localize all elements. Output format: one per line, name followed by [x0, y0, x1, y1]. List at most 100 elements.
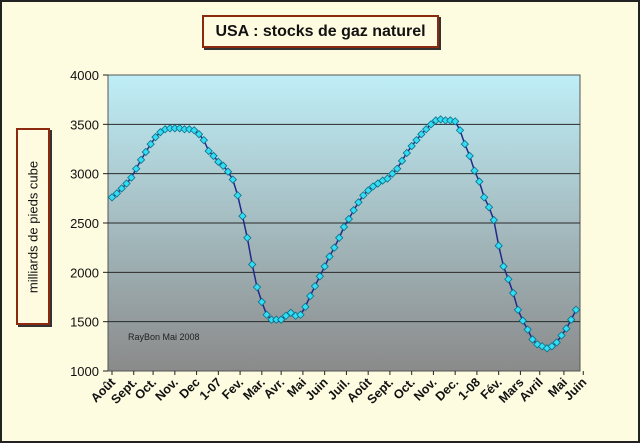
y-tick-label: 3500: [70, 117, 99, 132]
data-point: [243, 233, 252, 242]
data-point: [199, 135, 208, 145]
data-point: [354, 198, 363, 207]
data-point: [489, 215, 498, 225]
data-point: [335, 233, 344, 242]
data-point: [533, 340, 542, 349]
data-point: [455, 126, 465, 135]
data-point: [219, 161, 228, 170]
data-point: [436, 115, 445, 124]
y-tick-label: 2000: [70, 265, 99, 280]
x-tick-label: Nov.: [411, 375, 439, 403]
data-point: [257, 297, 266, 307]
data-point: [426, 120, 436, 129]
data-point: [233, 191, 242, 200]
data-point: [373, 179, 382, 188]
data-point: [552, 338, 561, 347]
data-point: [451, 117, 460, 126]
data-point: [248, 260, 257, 269]
x-tick-label: Juin: [561, 375, 589, 403]
x-tick-label: 1-07: [197, 375, 225, 403]
data-point: [412, 135, 421, 145]
data-point: [214, 157, 223, 166]
data-point: [383, 174, 392, 183]
data-point: [465, 151, 474, 161]
watermark-text: RayBon Mai 2008: [128, 332, 200, 342]
data-point: [513, 305, 523, 314]
data-point: [122, 179, 131, 188]
data-point: [557, 331, 566, 340]
series-markers: [107, 115, 581, 353]
y-tick-label: 2500: [70, 216, 99, 231]
data-point: [470, 166, 479, 175]
data-point: [107, 193, 117, 202]
data-point: [223, 167, 233, 176]
x-tick-label: Avril: [517, 375, 546, 404]
data-point: [523, 325, 532, 334]
data-point: [509, 288, 518, 298]
data-point: [281, 311, 291, 320]
y-tick-label: 1500: [70, 315, 99, 330]
x-tick-label: Oct.: [391, 375, 418, 402]
x-tick-label: Dec.: [433, 375, 462, 404]
data-point: [238, 211, 247, 221]
x-tick-label: 1-08: [455, 375, 483, 403]
data-point: [296, 310, 305, 319]
y-tick-label: 4000: [70, 68, 99, 83]
x-tick-label: Oct.: [132, 375, 159, 402]
data-point: [310, 281, 320, 291]
data-point: [190, 126, 199, 135]
x-tick-label: Fev.: [219, 375, 246, 402]
data-point: [306, 291, 315, 301]
data-point: [325, 252, 334, 261]
x-tick-label: Nov.: [153, 375, 181, 403]
data-point: [393, 164, 402, 173]
data-point: [364, 186, 373, 195]
chart-title-text: USA : stocks de gaz naturel: [215, 22, 426, 40]
data-point: [262, 310, 271, 319]
data-point: [571, 305, 581, 314]
y-tick-label: 1000: [70, 364, 99, 379]
data-point: [499, 262, 508, 271]
data-point: [562, 324, 571, 333]
data-point: [209, 151, 218, 161]
data-point: [407, 141, 416, 151]
data-point: [112, 189, 121, 198]
data-point: [504, 275, 513, 284]
data-point: [417, 130, 426, 139]
y-axis: 1000 1500 2000 2500 3000 3500 4000: [70, 68, 108, 379]
data-point: [422, 125, 431, 134]
data-point: [136, 155, 146, 165]
x-tick-label: Juin: [303, 375, 331, 403]
data-point: [528, 335, 537, 344]
data-point: [194, 130, 204, 139]
data-point: [388, 169, 397, 178]
data-point: [141, 147, 150, 157]
data-point: [349, 206, 358, 215]
data-point: [339, 222, 349, 232]
x-tick-label: Avr.: [261, 375, 287, 401]
data-point: [301, 302, 310, 312]
data-point: [204, 146, 213, 156]
data-point: [146, 139, 155, 149]
y-axis-label-text: milliards de pieds cube: [25, 160, 41, 293]
x-tick-label: Dec: [177, 375, 203, 401]
data-point: [277, 315, 286, 324]
data-point: [344, 214, 353, 224]
chart-title: USA : stocks de gaz naturel: [202, 15, 439, 48]
data-point: [567, 315, 576, 324]
data-point: [518, 316, 527, 325]
data-point: [368, 182, 378, 191]
data-point: [494, 241, 503, 250]
data-point: [330, 243, 339, 252]
x-axis: AoûtSept.Oct.Nov.Dec1-07Fev.Mar.Avr.MaiJ…: [88, 371, 589, 407]
data-point: [117, 184, 126, 193]
data-point: [286, 308, 295, 317]
data-point: [475, 177, 484, 186]
data-point: [320, 262, 329, 271]
data-point: [315, 272, 324, 281]
data-point: [156, 128, 165, 137]
data-point: [132, 164, 141, 173]
data-point: [484, 203, 494, 212]
data-point: [547, 342, 556, 351]
